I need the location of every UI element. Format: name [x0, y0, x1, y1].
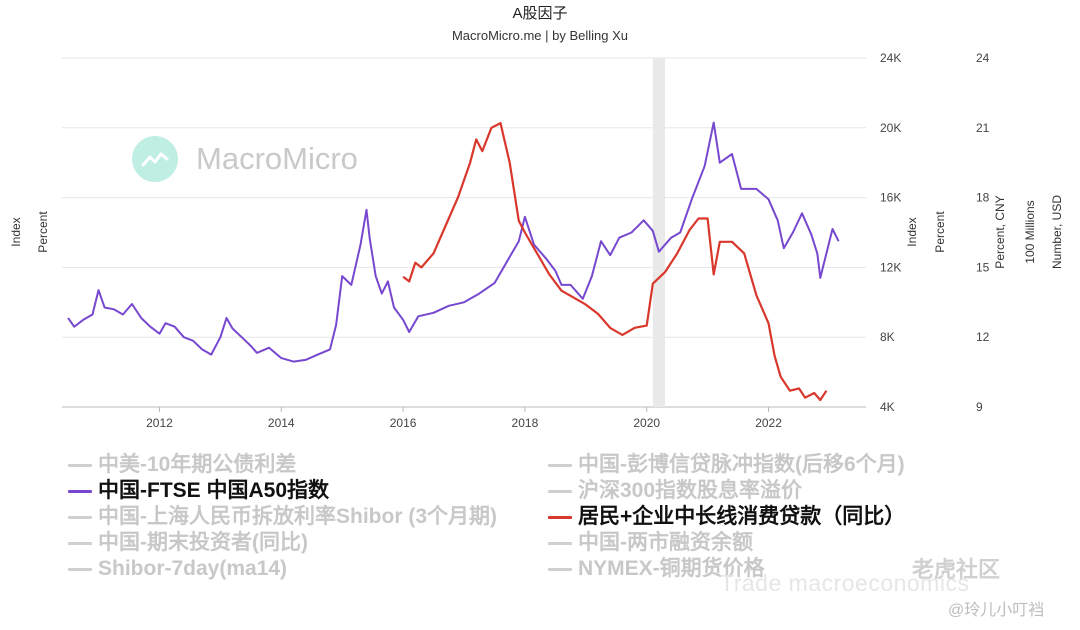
- author-watermark: @玲儿小叮裆: [948, 602, 1045, 619]
- right-axis-title-number-usd: Number, USD: [1050, 195, 1064, 269]
- legend-label: 中国-期末投资者(同比): [98, 531, 308, 554]
- legend-swatch: [68, 463, 92, 467]
- legend-swatch: [548, 541, 572, 545]
- legend-item[interactable]: 沪深300指数股息率溢价: [548, 478, 905, 504]
- legend-right: 中国-彭博信贷脉冲指数(后移6个月) 沪深300指数股息率溢价居民+企业中长线消费…: [548, 452, 905, 582]
- right-axis-2-tick: 15: [976, 260, 990, 274]
- right-axis-1-tick: 8K: [880, 330, 895, 344]
- chart: 4K 9 8K 12 12K 15 16K 18 20K 21 24K 24 2012 2014 2016 2…: [9, 51, 1064, 430]
- right-axis-1-tick: 20K: [880, 121, 901, 135]
- right-axis-title-index: Index: [905, 217, 919, 246]
- legend-swatch: [548, 463, 572, 467]
- right-axis-2-tick: 21: [976, 121, 990, 135]
- legend-label: 沪深300指数股息率溢价: [578, 479, 803, 502]
- right-axis-1-tick: 4K: [880, 400, 895, 414]
- legend-swatch: [68, 567, 92, 571]
- series-layer: [67, 121, 840, 402]
- handle-watermark: Trade macroeconomics: [720, 570, 970, 596]
- axis-ticks: 4K 9 8K 12 12K 15 16K 18 20K 21 24K 24 2012 2014 2016 2…: [146, 51, 990, 430]
- watermark: MacroMicro: [132, 136, 358, 182]
- legend-label: 居民+企业中长线消费贷款（同比）: [578, 505, 906, 528]
- legend-label: 中国-彭博信贷脉冲指数(后移6个月): [578, 453, 905, 476]
- legend-item[interactable]: 中国-两市融资余额: [548, 530, 905, 556]
- legend-swatch: [548, 489, 572, 493]
- legend-label: 中国-上海人民币拆放利率Shibor (3个月期): [98, 505, 497, 528]
- legend-item[interactable]: 中国-上海人民币拆放利率Shibor (3个月期): [68, 504, 497, 530]
- chart-subtitle: MacroMicro.me | by Belling Xu: [451, 28, 629, 43]
- legend-label: Shibor-7day(ma14): [98, 557, 288, 580]
- recession-band-rect: [652, 58, 665, 407]
- legend-swatch: [548, 567, 572, 571]
- community-watermark: 老虎社区: [912, 557, 1001, 582]
- left-axis-title-index: Index: [9, 217, 23, 246]
- right-axis-1-tick: 16K: [880, 191, 901, 205]
- chart-line-icon: [132, 136, 178, 182]
- legend-item[interactable]: 中美-10年期公债利差: [68, 452, 497, 478]
- legend-swatch: [68, 515, 92, 519]
- right-axis-2-tick: 9: [976, 400, 983, 414]
- legend-label: NYMEX-铜期货价格: [578, 557, 765, 580]
- legend-item[interactable]: Shibor-7day(ma14): [68, 556, 497, 582]
- x-tick-label: 2022: [755, 416, 782, 430]
- legend-item[interactable]: NYMEX-铜期货价格: [548, 556, 905, 582]
- right-axis-1-tick: 12K: [880, 260, 901, 274]
- right-axis-title-percent-cny: Percent, CNY: [993, 195, 1007, 268]
- x-tick-label: 2018: [512, 416, 539, 430]
- x-tick-label: 2014: [268, 416, 295, 430]
- right-axis-title-100-millions: 100 Millions: [1023, 200, 1037, 263]
- legend-label: 中国-两市融资余额: [578, 531, 753, 554]
- right-axis-title-percent: Percent: [933, 211, 947, 253]
- left-axis-title-percent: Percent: [36, 211, 50, 253]
- legend-item[interactable]: 居民+企业中长线消费贷款（同比）: [548, 504, 905, 530]
- legend-item[interactable]: 中国-期末投资者(同比): [68, 530, 497, 556]
- legend-swatch: [548, 515, 572, 519]
- legend-left: 中美-10年期公债利差中国-FTSE 中国A50指数中国-上海人民币拆放利率Sh…: [68, 452, 497, 582]
- x-tick-label: 2016: [390, 416, 417, 430]
- right-axis-2-tick: 12: [976, 330, 990, 344]
- x-tick-label: 2012: [146, 416, 173, 430]
- recession-band: [652, 58, 665, 407]
- legend-swatch: [68, 541, 92, 545]
- right-axis-2-tick: 18: [976, 191, 990, 205]
- gridlines: [62, 57, 866, 408]
- watermark-text: MacroMicro: [196, 141, 358, 176]
- right-axis-1-tick: 24K: [880, 51, 901, 65]
- series-line-loans: [402, 121, 828, 402]
- right-axis-2-tick: 24: [976, 51, 990, 65]
- legend-swatch: [68, 489, 92, 493]
- chart-title: A股因子: [512, 5, 568, 22]
- axis-titles: Index Percent Index Percent Percent, CNY 100 …: [9, 195, 1064, 269]
- legend-label: 中国-FTSE 中国A50指数: [98, 479, 330, 502]
- legend-label: 中美-10年期公债利差: [98, 453, 297, 476]
- legend-item[interactable]: 中国-FTSE 中国A50指数: [68, 478, 497, 504]
- legend-item[interactable]: 中国-彭博信贷脉冲指数(后移6个月): [548, 452, 905, 478]
- x-tick-label: 2020: [633, 416, 660, 430]
- series-line-ftse-a50: [67, 121, 840, 363]
